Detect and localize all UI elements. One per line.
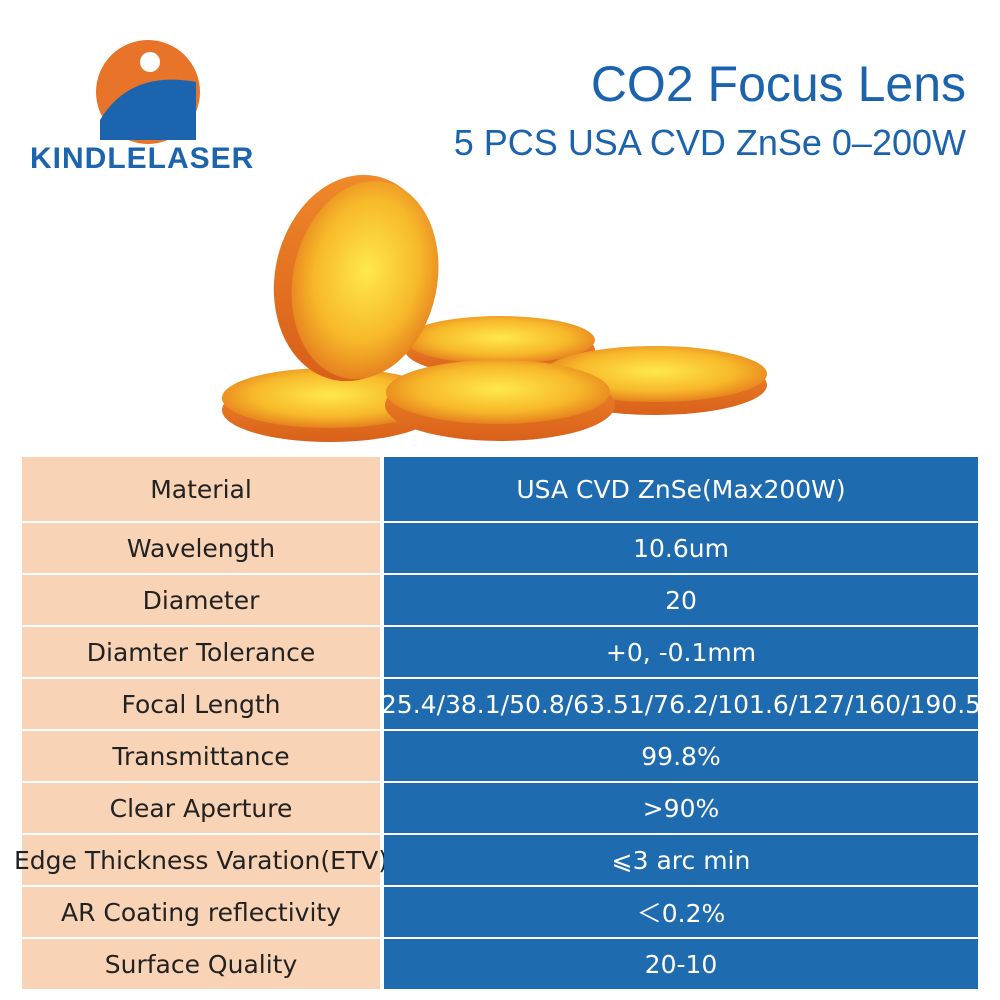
spec-value: 25.4/38.1/50.8/63.51/76.2/101.6/127/160/… — [381, 679, 981, 729]
logo-mark — [96, 40, 200, 144]
spec-label: Surface Quality — [22, 939, 380, 989]
spec-value: >90% — [384, 783, 978, 833]
spec-label: Clear Aperture — [22, 783, 380, 833]
artwork — [96, 40, 767, 442]
spec-value: USA CVD ZnSe(Max200W) — [384, 457, 978, 521]
lenses — [222, 174, 767, 442]
spec-label: Wavelength — [22, 523, 380, 573]
spec-value: 20-10 — [384, 939, 978, 989]
spec-value: 99.8% — [384, 731, 978, 781]
spec-value: ⩽3 arc min — [384, 835, 978, 885]
spec-label: Transmittance — [22, 731, 380, 781]
title: CO2 Focus Lens — [590, 56, 966, 112]
spec-label: Diameter — [22, 575, 380, 625]
spec-value: ＜0.2% — [384, 887, 978, 937]
logo: KINDLELASER — [30, 142, 255, 175]
spec-value: +0, -0.1mm — [384, 627, 978, 677]
spec-label: Diamter Tolerance — [22, 627, 380, 677]
spec-value: 20 — [384, 575, 978, 625]
spec-label: Edge Thickness Varation(ETV) — [14, 835, 388, 885]
spec-label: AR Coating reflectivity — [22, 887, 380, 937]
subtitle: 5 PCS USA CVD ZnSe 0–200W — [453, 122, 966, 163]
spec-value: 10.6um — [384, 523, 978, 573]
spec-label: Focal Length — [22, 679, 380, 729]
spec-label: Material — [22, 457, 380, 521]
